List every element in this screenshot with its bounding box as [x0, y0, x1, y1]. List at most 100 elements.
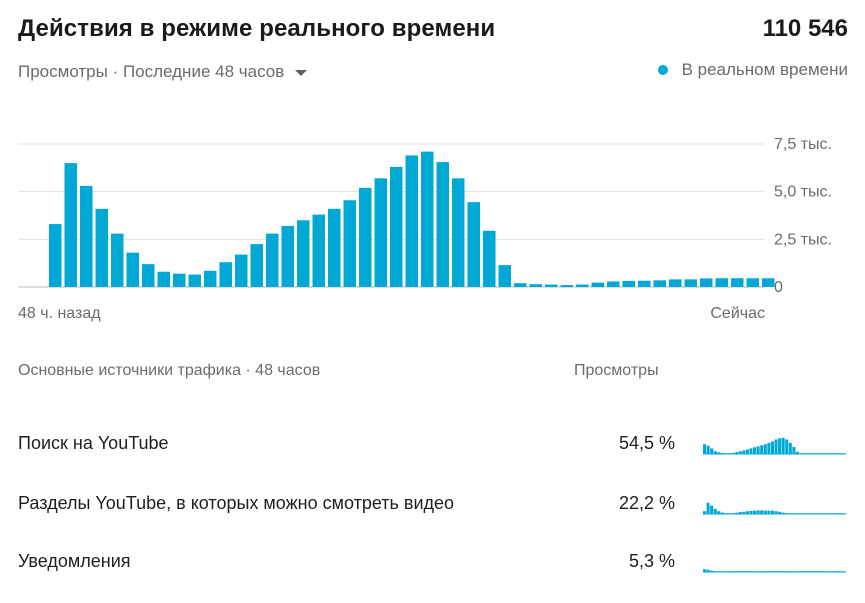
- views-column-header: Просмотры: [574, 362, 659, 379]
- y-tick-label: 2,5 тыс.: [774, 231, 832, 248]
- chart-bar[interactable]: [421, 151, 434, 287]
- chart-bar[interactable]: [266, 233, 279, 287]
- x-start-label: 48 ч. назад: [18, 305, 101, 322]
- traffic-source-percent: 5,3 %: [628, 551, 675, 571]
- traffic-source-percent: 22,2 %: [618, 493, 675, 513]
- sparkline-bar: [717, 511, 721, 514]
- sparkline-bar: [770, 510, 774, 514]
- chart-bar[interactable]: [700, 278, 713, 287]
- sparkline-bar: [760, 510, 764, 514]
- sparkline-bar: [763, 444, 767, 454]
- chart-bar[interactable]: [374, 178, 388, 287]
- chart-bar[interactable]: [622, 280, 636, 287]
- sparkline-bar: [706, 569, 710, 572]
- chart-bar[interactable]: [297, 220, 310, 287]
- chart-bar[interactable]: [142, 264, 155, 287]
- sparkline-bar: [731, 452, 735, 454]
- page-title: Действия в режиме реального времени: [18, 15, 496, 42]
- chart-bar[interactable]: [235, 254, 248, 287]
- chart-bar[interactable]: [545, 284, 558, 287]
- chart-bar[interactable]: [638, 280, 651, 287]
- chart-bar[interactable]: [219, 262, 233, 287]
- sparkline-bar: [710, 570, 714, 572]
- chart-bar[interactable]: [281, 225, 295, 287]
- y-tick-label: 5,0 тыс.: [774, 184, 832, 201]
- chart-bar[interactable]: [436, 162, 450, 287]
- chart-bar[interactable]: [312, 214, 326, 287]
- traffic-sparkline: [703, 437, 846, 455]
- chart-bar[interactable]: [498, 265, 512, 287]
- chart-bar[interactable]: [49, 224, 62, 287]
- traffic-row[interactable]: Поиск на YouTube 54,5 %: [0, 423, 865, 463]
- sparkline-bar: [738, 512, 742, 514]
- realtime-dot-icon: [657, 65, 668, 75]
- sparkline-bar: [774, 439, 778, 454]
- views-bar-chart: 0 2,5 тыс. 5,0 тыс. 7,5 тыс. 48 ч. назад Сейч…: [18, 136, 832, 322]
- sparkline-bar: [703, 569, 707, 572]
- sparkline-bar: [781, 512, 785, 514]
- chart-bar[interactable]: [731, 278, 744, 287]
- chart-bar[interactable]: [684, 279, 698, 287]
- sparkline-bar: [760, 445, 764, 454]
- chart-bar[interactable]: [514, 283, 527, 287]
- traffic-row[interactable]: Уведомления 5,3 %: [0, 541, 865, 581]
- sparkline-bar: [720, 452, 724, 454]
- sparkline-bar: [749, 448, 753, 454]
- chart-bar[interactable]: [188, 274, 202, 287]
- sparkline-bar: [753, 447, 757, 454]
- chart-bar[interactable]: [328, 208, 341, 287]
- sparkline-bar: [795, 451, 799, 454]
- traffic-source-percent: 54,5 %: [618, 433, 675, 453]
- chart-bar[interactable]: [95, 208, 109, 287]
- chart-bar[interactable]: [80, 185, 93, 287]
- sparkline-bar: [735, 512, 739, 514]
- sparkline-bar: [717, 452, 721, 454]
- traffic-source-label: Поиск на YouTube: [18, 433, 169, 453]
- sparkline-bar: [742, 450, 746, 454]
- chart-bar[interactable]: [250, 244, 264, 287]
- chart-bar[interactable]: [715, 278, 729, 287]
- sparkline-bar: [778, 438, 782, 454]
- chart-bar[interactable]: [452, 178, 465, 287]
- traffic-row[interactable]: Разделы YouTube, в которых можно смотрет…: [0, 483, 865, 523]
- chart-bar[interactable]: [467, 202, 481, 287]
- chart-bar[interactable]: [607, 281, 620, 287]
- chart-bar[interactable]: [746, 278, 760, 287]
- chevron-down-icon: [295, 70, 308, 76]
- sparkline-bar: [756, 510, 760, 514]
- sparkline-bar: [778, 511, 782, 514]
- chart-bar[interactable]: [390, 166, 403, 287]
- chart-bar[interactable]: [405, 155, 419, 287]
- chart-bar[interactable]: [669, 279, 682, 287]
- chart-bar[interactable]: [560, 285, 574, 287]
- metric-period-dropdown[interactable]: Просмотры · Последние 48 часов: [18, 62, 308, 82]
- sparkline-bar: [703, 444, 707, 454]
- sparkline-bar: [788, 442, 792, 454]
- sparkline-bar: [735, 452, 739, 454]
- chart-bar[interactable]: [529, 284, 543, 287]
- chart-bar[interactable]: [591, 282, 605, 287]
- chart-bar[interactable]: [111, 233, 124, 287]
- sparkline-bar: [706, 445, 710, 454]
- sparkline-bar: [710, 505, 714, 514]
- sparkline-bar: [767, 510, 771, 514]
- sparkline-bar: [756, 446, 760, 454]
- chart-bar[interactable]: [204, 270, 217, 287]
- chart-bar[interactable]: [126, 252, 140, 287]
- chart-bar[interactable]: [359, 187, 372, 287]
- chart-bar[interactable]: [173, 273, 186, 287]
- chart-bar[interactable]: [653, 280, 667, 287]
- y-tick-label: 7,5 тыс.: [774, 136, 832, 153]
- traffic-source-label: Разделы YouTube, в которых можно смотрет…: [18, 493, 455, 513]
- chart-bar[interactable]: [343, 200, 357, 287]
- chart-bar[interactable]: [483, 230, 496, 287]
- sparkline-bar: [745, 449, 749, 454]
- sparkline-bar: [763, 510, 767, 514]
- chart-bar[interactable]: [64, 163, 78, 287]
- chart-bar[interactable]: [576, 284, 589, 287]
- traffic-sources-header: Основные источники трафика · 48 часов: [18, 362, 321, 379]
- x-end-label: Сейчас: [710, 305, 765, 322]
- chart-bar[interactable]: [762, 278, 775, 287]
- chart-bar[interactable]: [157, 271, 171, 287]
- sparkline-bar: [792, 447, 796, 454]
